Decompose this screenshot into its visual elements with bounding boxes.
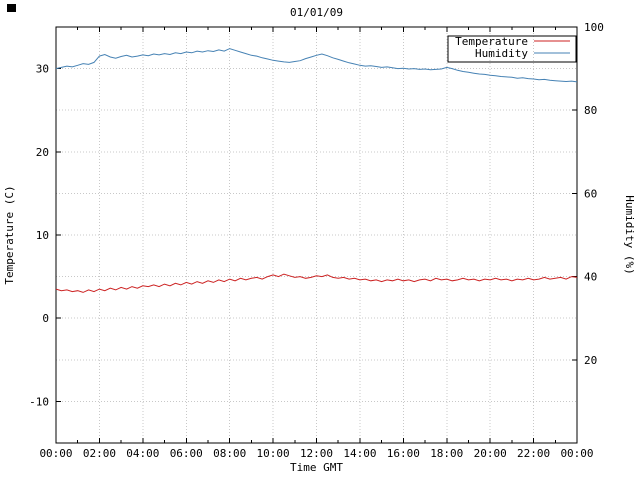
y-right-tick-label: 40 — [584, 271, 597, 284]
y-left-tick-label: 20 — [36, 146, 49, 159]
x-tick-label: 16:00 — [387, 447, 420, 460]
y-axis-label-right: Humidity (%) — [623, 195, 636, 274]
chart-title: 01/01/09 — [290, 6, 343, 19]
x-tick-label: 20:00 — [474, 447, 507, 460]
x-tick-label: 22:00 — [517, 447, 550, 460]
y-right-tick-label: 80 — [584, 104, 597, 117]
x-tick-label: 10:00 — [257, 447, 290, 460]
x-tick-label: 04:00 — [126, 447, 159, 460]
x-tick-label: 02:00 — [83, 447, 116, 460]
legend-label-humidity: Humidity — [475, 47, 528, 60]
x-tick-label: 00:00 — [39, 447, 72, 460]
y-right-tick-label: 100 — [584, 21, 604, 34]
y-right-tick-label: 20 — [584, 354, 597, 367]
plot-border — [55, 26, 578, 444]
y-right-tick-label: 60 — [584, 187, 597, 200]
x-tick-label: 00:00 — [560, 447, 593, 460]
x-tick-label: 08:00 — [213, 447, 246, 460]
corner-mark — [7, 4, 16, 12]
humidity-line — [55, 48, 578, 83]
legend-box — [447, 35, 577, 63]
y-axis-label-left: Temperature (C) — [3, 185, 16, 284]
x-axis-label: Time GMT — [290, 461, 343, 474]
y-left-tick-label: 0 — [42, 312, 49, 325]
legend-label-temperature: Temperature — [455, 35, 528, 48]
y-left-tick-label: 30 — [36, 63, 49, 76]
y-left-tick-label: -10 — [29, 395, 49, 408]
x-tick-label: 14:00 — [343, 447, 376, 460]
x-tick-label: 12:00 — [300, 447, 333, 460]
x-tick-label: 18:00 — [430, 447, 463, 460]
gridlines — [56, 27, 577, 443]
x-tick-label: 06:00 — [170, 447, 203, 460]
y-left-tick-label: 10 — [36, 229, 49, 242]
temperature-line — [55, 273, 578, 293]
